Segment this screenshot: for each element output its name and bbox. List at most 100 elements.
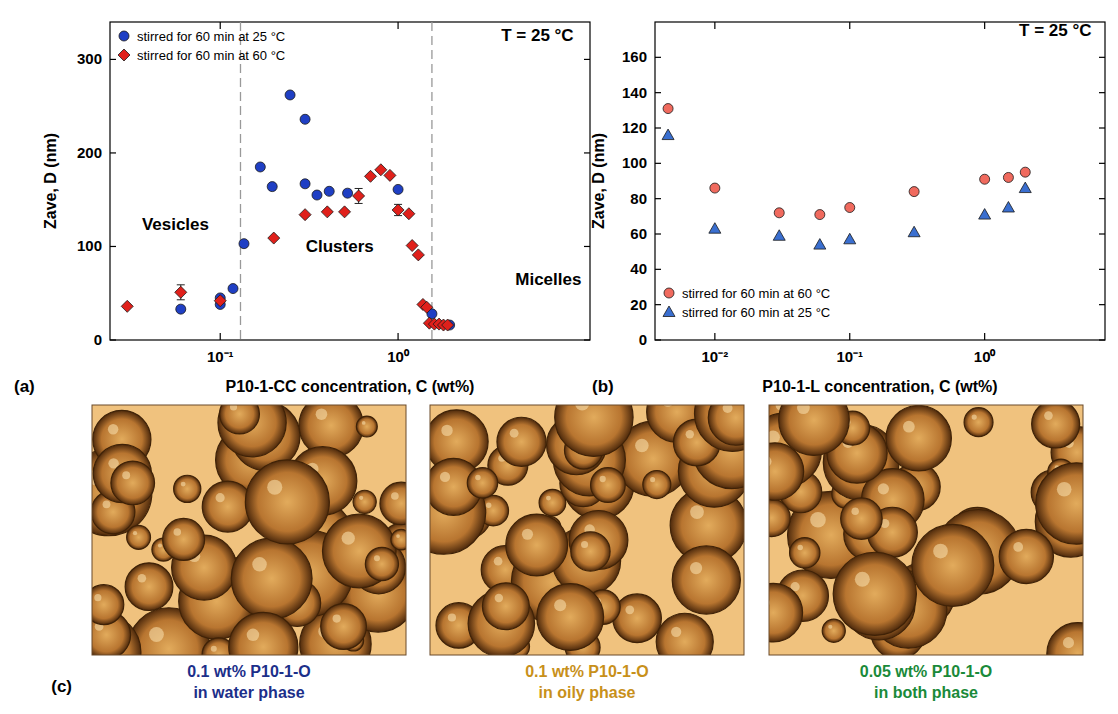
highlight: [554, 599, 566, 611]
y-tick-label: 0: [94, 331, 102, 348]
x-tick-label: 10⁻²: [702, 348, 729, 365]
point: [285, 90, 295, 100]
annotation: T = 25 °C: [1019, 21, 1091, 40]
y-tick: [584, 339, 590, 340]
droplet: [1032, 405, 1080, 448]
point: [908, 226, 920, 237]
droplet: [321, 604, 367, 650]
x-tick: [984, 333, 985, 340]
point: [662, 129, 674, 140]
highlight: [391, 492, 399, 500]
y-tick: [655, 198, 661, 199]
error-cap: [177, 284, 185, 285]
highlight: [441, 425, 452, 436]
highlight: [316, 408, 328, 420]
point: [814, 239, 826, 250]
y-tick-label: 100: [77, 237, 102, 254]
x-tick: [984, 22, 985, 29]
highlight: [690, 505, 704, 519]
droplet: [695, 405, 744, 451]
droplet: [643, 471, 671, 499]
point: [909, 187, 919, 197]
point: [980, 174, 990, 184]
droplet: [245, 460, 329, 544]
point: [175, 286, 187, 298]
highlight: [510, 429, 519, 438]
highlight: [810, 512, 826, 528]
x-tick: [714, 333, 715, 340]
point: [176, 304, 186, 314]
x-tick: [220, 22, 221, 29]
highlight: [495, 594, 503, 602]
point: [365, 170, 377, 182]
y-tick: [655, 127, 661, 128]
point: [392, 204, 404, 216]
droplet: [769, 443, 804, 500]
droplet: [1036, 463, 1083, 544]
y-tick: [1099, 233, 1105, 234]
highlight: [650, 477, 655, 482]
x-tick-label: 10⁻¹: [836, 348, 863, 365]
droplet: [353, 490, 376, 513]
highlight: [362, 421, 366, 425]
highlight: [108, 424, 118, 434]
highlight: [600, 476, 606, 482]
droplet: [231, 538, 312, 619]
y-tick-label: 80: [630, 190, 647, 207]
droplet: [841, 498, 883, 540]
droplet: [591, 468, 626, 503]
point: [228, 284, 238, 294]
y-tick-label: 300: [77, 50, 102, 67]
highlight: [158, 543, 162, 547]
point: [774, 208, 784, 218]
point: [214, 295, 226, 307]
highlight: [828, 625, 832, 629]
y-tick-label: 200: [77, 144, 102, 161]
legend-marker: [119, 31, 129, 41]
legend-marker: [118, 49, 130, 61]
plot-frame: [110, 22, 590, 340]
x-tick: [714, 22, 715, 29]
highlight: [374, 555, 380, 561]
highlight: [138, 574, 147, 583]
x-tick-label: 10⁰: [387, 348, 410, 365]
legend-label: stirred for 60 min at 25 °C: [682, 305, 830, 320]
point: [300, 179, 310, 189]
highlight: [522, 529, 533, 540]
point: [663, 104, 673, 114]
droplet: [163, 518, 205, 560]
y-tick: [655, 233, 661, 234]
highlight: [581, 541, 588, 548]
highlight: [855, 572, 870, 587]
point: [406, 240, 418, 252]
highlight: [797, 545, 802, 550]
y-tick: [655, 57, 661, 58]
highlight: [1044, 411, 1053, 420]
point: [421, 301, 433, 313]
highlight: [247, 629, 259, 641]
caption: in water phase: [193, 684, 304, 701]
highlight: [181, 482, 186, 487]
x-tick: [849, 22, 850, 29]
highlight: [359, 496, 363, 500]
chart-1: 02040608010012014016010⁻²10⁻¹10⁰P10-1-L …: [590, 21, 1105, 396]
highlight: [211, 646, 217, 652]
y-tick-label: 60: [630, 225, 647, 242]
droplet: [571, 532, 610, 571]
y-axis-title: Zave, D (nm): [590, 133, 607, 229]
point: [845, 203, 855, 213]
droplet: [365, 547, 398, 580]
micrograph: [769, 405, 1083, 655]
point: [343, 188, 353, 198]
droplet: [769, 583, 803, 642]
highlight: [851, 508, 858, 515]
error-cap: [355, 188, 363, 189]
droplet: [708, 405, 744, 445]
x-tick: [849, 333, 850, 340]
annotation: Vesicles: [142, 215, 209, 234]
droplet: [497, 417, 546, 466]
highlight: [440, 472, 450, 482]
point: [1002, 202, 1014, 213]
highlight: [671, 627, 681, 637]
droplet: [833, 552, 916, 635]
